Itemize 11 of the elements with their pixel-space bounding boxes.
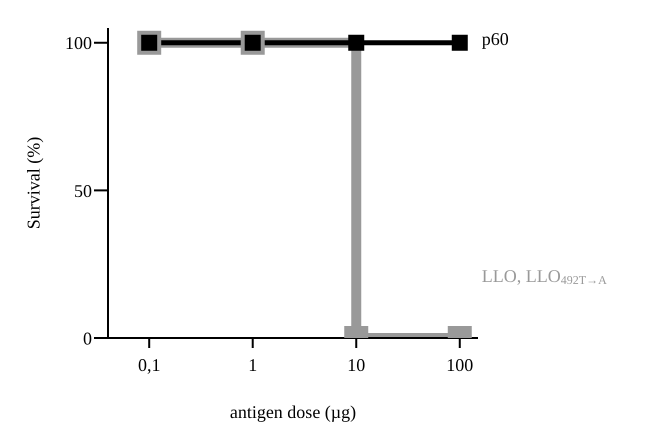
- x-tick-label: 0,1: [138, 354, 160, 375]
- x-tick-label: 10: [347, 354, 366, 375]
- y-tick-label: 0: [83, 328, 92, 348]
- x-tick-label: 100: [446, 354, 474, 375]
- text: LLO, LLO$_{492T→A}$: [482, 266, 608, 288]
- y-axis-title: Survival (%): [23, 136, 44, 230]
- series-label: p60: [482, 28, 509, 49]
- x-axis-title: antigen dose (µg): [230, 402, 356, 422]
- y-tick-label: 50: [74, 180, 92, 201]
- y-tick-label: 100: [65, 33, 92, 54]
- x-tick-label: 1: [248, 354, 258, 375]
